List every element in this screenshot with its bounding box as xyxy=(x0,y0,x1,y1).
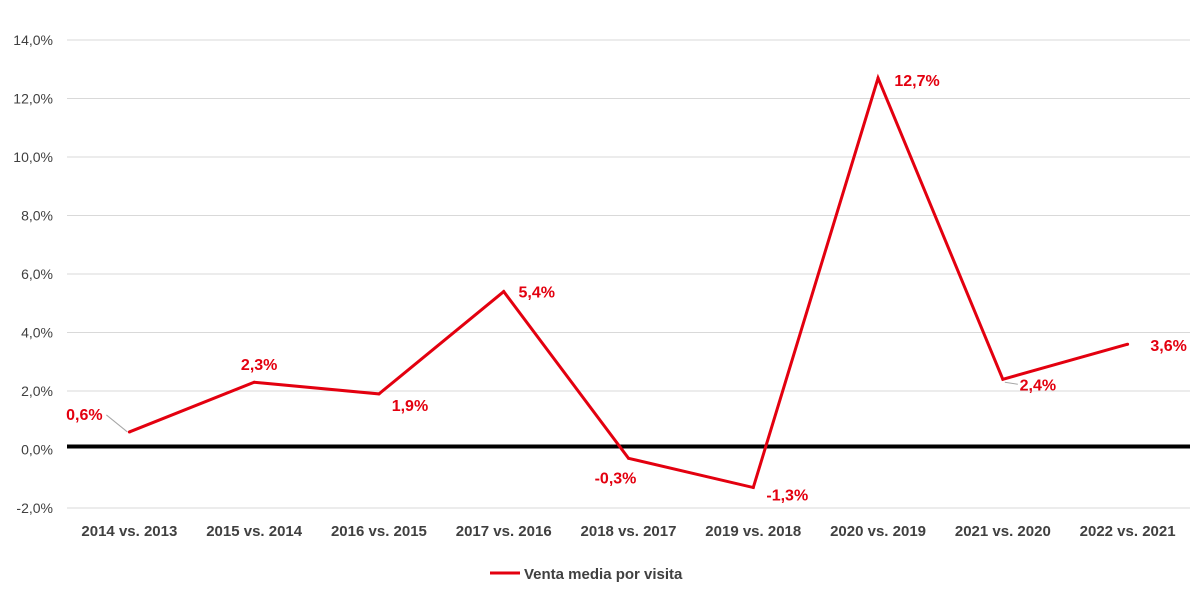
data-label: 1,9% xyxy=(392,398,428,415)
y-tick-label: 10,0% xyxy=(13,149,53,165)
y-tick-label: 4,0% xyxy=(21,325,53,341)
data-point xyxy=(876,76,880,80)
data-label: 12,7% xyxy=(894,73,939,90)
data-label: 0,6% xyxy=(66,407,102,424)
y-tick-label: -2,0% xyxy=(16,500,53,516)
y-tick-label: 8,0% xyxy=(21,208,53,224)
data-point xyxy=(377,392,381,396)
data-point xyxy=(751,486,755,490)
y-tick-label: 0,0% xyxy=(21,442,53,458)
data-label: 3,6% xyxy=(1150,338,1186,355)
data-point xyxy=(1001,377,1005,381)
data-label: 5,4% xyxy=(518,285,554,302)
data-label: -1,3% xyxy=(766,488,808,505)
data-point xyxy=(127,430,131,434)
plot-area xyxy=(127,73,1130,490)
data-point xyxy=(627,456,630,460)
label-leader-line xyxy=(106,414,128,433)
x-tick-label: 2015 vs. 2014 xyxy=(206,523,303,540)
data-label: 2,4% xyxy=(1020,377,1056,394)
x-tick-label: 2014 vs. 2013 xyxy=(81,523,177,540)
y-tick-label: 2,0% xyxy=(21,383,53,399)
data-label: 2,3% xyxy=(241,357,277,374)
data-point xyxy=(252,380,256,384)
data-labels: 0,6% 2,3% 1,9% 5,4% -0,3% -1,3% 12,7% 2,4% 3,6% xyxy=(66,73,1187,505)
y-axis-ticks: 14,0% 12,0% 10,0% 8,0% 6,0% 4,0% 2,0% 0,0% -2,0% xyxy=(13,32,53,516)
legend-label: Venta media por visita xyxy=(524,566,683,583)
x-tick-label: 2022 vs. 2021 xyxy=(1080,523,1176,540)
label-leader-line xyxy=(1004,381,1018,385)
data-point xyxy=(502,290,506,294)
data-label: -0,3% xyxy=(595,470,637,487)
data-point xyxy=(1126,342,1130,346)
x-tick-label: 2021 vs. 2020 xyxy=(955,523,1051,540)
y-tick-label: 14,0% xyxy=(13,32,53,48)
x-tick-label: 2018 vs. 2017 xyxy=(581,523,677,540)
gridlines xyxy=(67,39,1190,509)
y-tick-label: 6,0% xyxy=(21,266,53,282)
y-tick-label: 12,0% xyxy=(13,91,53,107)
x-tick-label: 2019 vs. 2018 xyxy=(705,523,801,540)
legend: Venta media por visita xyxy=(490,566,683,583)
x-tick-label: 2016 vs. 2015 xyxy=(331,523,427,540)
x-tick-label: 2017 vs. 2016 xyxy=(456,523,552,540)
x-tick-label: 2020 vs. 2019 xyxy=(830,523,926,540)
x-axis-ticks: 2014 vs. 2013 2015 vs. 2014 2016 vs. 2015 2… xyxy=(81,523,1175,540)
series-line xyxy=(128,73,1129,490)
